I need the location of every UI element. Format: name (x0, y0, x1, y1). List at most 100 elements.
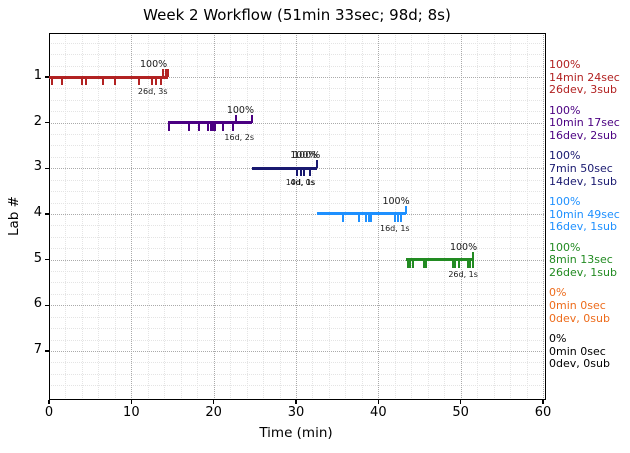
submission-tick (162, 69, 165, 77)
lab-3-bar (252, 166, 317, 170)
dev-sub-count-label: 16d, 2s (224, 132, 254, 142)
deviation-tick (210, 122, 213, 131)
legend-line: 10min 17sec (549, 116, 620, 130)
legend-line: 0% (549, 286, 567, 300)
x-tick-label: 0 (44, 405, 54, 420)
gridline-minor-h (49, 282, 546, 284)
legend-line: 100% (549, 149, 581, 163)
deviation-tick (151, 77, 154, 85)
legend-line: 14dev, 1sub (549, 174, 617, 188)
gridline-minor-h (49, 111, 546, 113)
legend-line: 10min 49sec (549, 207, 620, 221)
deviation-tick (101, 77, 104, 85)
gridline-minor-h (49, 385, 546, 387)
x-tick-mark (542, 400, 544, 404)
plot-area: 100% 26d, 3s 100% 16d, 2s 100% 100% 10d, 1s 4d,… (49, 33, 546, 400)
x-tick-label: 10 (123, 405, 140, 420)
y-tick-mark (45, 122, 49, 124)
gridline-minor-h (49, 202, 546, 204)
gridline-minor-v (477, 33, 479, 400)
x-tick-label: 50 (452, 405, 469, 420)
gridline-major-v (378, 33, 380, 400)
gridline-major-v (296, 33, 297, 400)
deviation-tick (368, 213, 371, 222)
deviation-tick (452, 259, 455, 268)
gridline-minor-v (81, 33, 83, 400)
percent-label: 100% (139, 59, 168, 70)
gridline-major-h (49, 213, 546, 215)
legend-line: 0min 0sec (549, 344, 606, 358)
x-tick-mark (460, 400, 462, 404)
gridline-major-h (49, 350, 546, 352)
deviation-tick (295, 168, 298, 177)
gridline-minor-v (147, 33, 149, 400)
y-tick-mark (45, 76, 49, 78)
gridline-minor-v (230, 33, 232, 400)
deviation-tick (187, 122, 190, 131)
gridline-minor-h (49, 339, 546, 341)
lab-4-bar (316, 212, 406, 216)
gridline-minor-v (345, 33, 347, 400)
deviation-tick (60, 77, 63, 85)
gridline-minor-v (180, 33, 182, 400)
gridline-minor-v (164, 33, 166, 400)
dev-sub-count-label: 4d, 0s (290, 178, 315, 188)
gridline-minor-v (427, 33, 429, 400)
gridline-minor-v (312, 33, 314, 400)
gridline-minor-v (114, 33, 116, 400)
y-tick-label: 5 (33, 250, 42, 266)
gridline-major-v (213, 33, 215, 400)
x-axis-label: Time (min) (259, 425, 333, 441)
submission-tick (315, 160, 318, 169)
gridline-major-h (49, 77, 546, 78)
gridline-minor-v (98, 33, 100, 400)
percent-label: 100% (290, 150, 318, 162)
percent-label: 100% (226, 104, 255, 116)
deviation-tick (80, 77, 83, 85)
legend-line: 7min 50sec (549, 161, 613, 175)
deviation-tick (232, 122, 234, 131)
x-tick-label: 20 (205, 405, 222, 420)
gridline-minor-h (49, 362, 546, 364)
gridline-major-h (49, 122, 546, 124)
gridline-minor-h (49, 134, 546, 136)
x-tick-label: 60 (534, 405, 552, 420)
y-tick-mark (45, 304, 49, 306)
legend-line: 0min 0sec (549, 298, 606, 312)
x-tick-label: 40 (370, 405, 387, 420)
legend-line: 16dev, 1sub (549, 220, 617, 234)
deviation-tick (357, 213, 360, 222)
gridline-minor-h (49, 271, 546, 273)
legend-line: 8min 13sec (549, 253, 613, 267)
gridline-minor-h (49, 373, 546, 375)
legend-entry-lab-5: 100% 8min 13sec 26dev, 1sub (549, 241, 617, 280)
dev-sub-count-label: 26d, 1s (448, 269, 478, 279)
deviation-tick (471, 259, 474, 268)
deviation-tick (137, 77, 140, 85)
submission-tick (166, 69, 169, 77)
y-tick-label: 7 (33, 341, 42, 357)
deviation-tick (214, 122, 217, 131)
legend-line: 16dev, 2sub (549, 128, 617, 142)
deviation-tick (364, 213, 367, 222)
submission-tick (251, 114, 254, 123)
gridline-minor-h (49, 88, 546, 90)
gridline-minor-v (510, 33, 512, 400)
legend-line: 26dev, 1sub (549, 265, 617, 279)
submission-tick (472, 251, 475, 260)
gridline-major-v (543, 33, 544, 400)
deviation-tick (341, 213, 344, 222)
gridline-major-h (49, 259, 546, 261)
dev-sub-count-label: 10d, 1s (285, 178, 316, 188)
deviation-tick (466, 259, 469, 268)
y-tick-mark (45, 167, 49, 169)
y-tick-label: 6 (33, 296, 42, 312)
deviation-tick (212, 122, 215, 131)
gridline-minor-h (49, 54, 546, 56)
x-tick-mark (213, 400, 215, 404)
legend-entry-lab-6: 0% 0min 0sec 0dev, 0sub (549, 287, 610, 325)
deviation-tick (422, 259, 425, 268)
y-tick-label: 4 (33, 204, 42, 220)
gridline-major-v (131, 33, 133, 400)
